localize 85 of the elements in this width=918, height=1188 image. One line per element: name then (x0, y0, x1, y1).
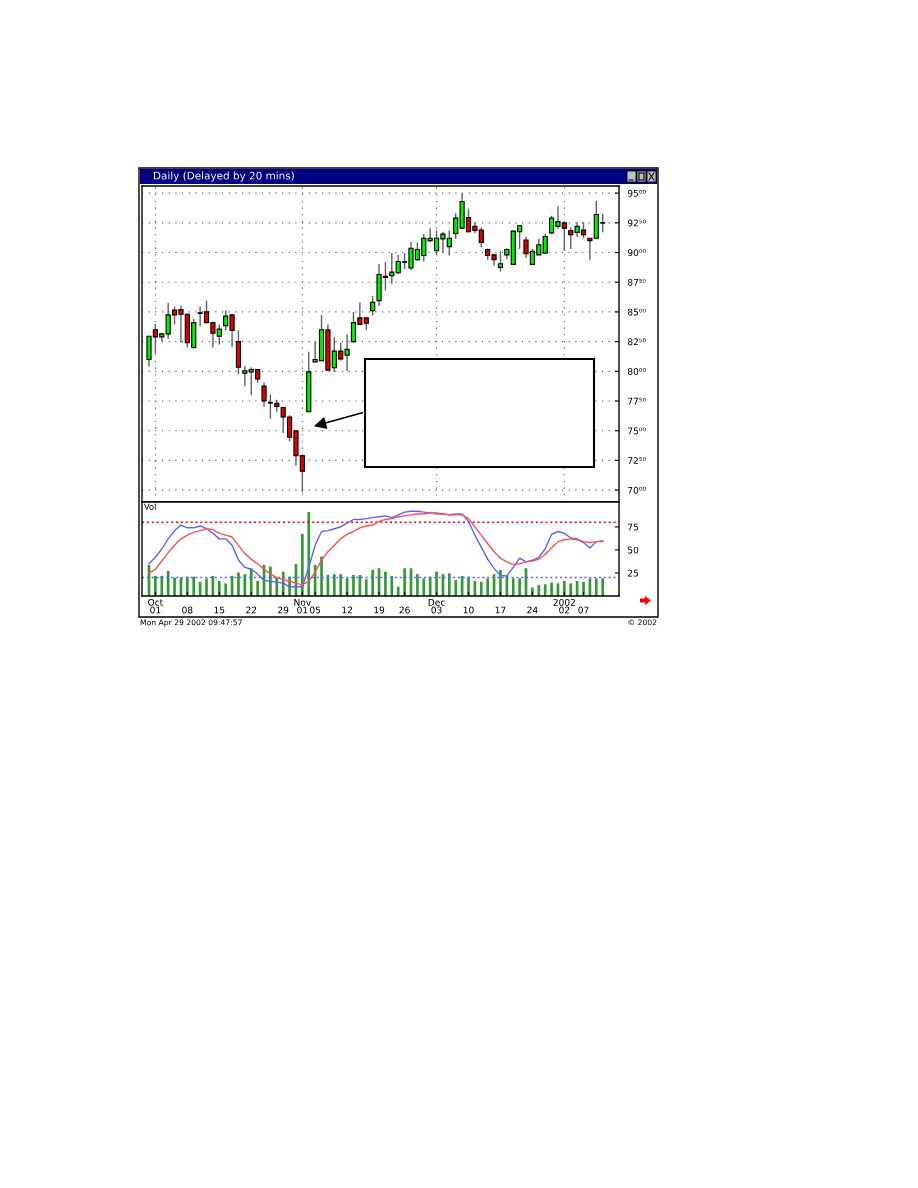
y-tick-label: 75⁰⁰ (628, 427, 646, 435)
bar (217, 580, 221, 596)
bar (594, 578, 598, 596)
candlestick (370, 295, 376, 317)
bar (486, 578, 490, 596)
y-tick-label: 82⁵⁰ (627, 338, 646, 346)
bar (428, 576, 432, 596)
bar (339, 574, 343, 596)
bar (173, 577, 176, 596)
x-tick-label: 2002 (553, 598, 575, 606)
bar (371, 569, 374, 596)
x-tick-label: 05 (309, 606, 321, 614)
x-tick-label: 24 (527, 606, 538, 614)
bar (582, 581, 585, 596)
bar (301, 533, 304, 596)
bar (224, 583, 228, 596)
x-tick-label: 15 (214, 606, 225, 614)
x-tick-label: 29 (278, 606, 289, 614)
bar (275, 577, 279, 596)
bar (601, 578, 605, 596)
x-tick-label: 01 (150, 606, 161, 614)
x-tick-label: 07 (578, 606, 589, 614)
x-tick-label: 03 (431, 606, 442, 614)
y-tick-label: 87⁵⁰ (627, 278, 646, 286)
y-tick-label: 85⁰⁰ (627, 308, 646, 316)
bar (403, 568, 406, 596)
bar (563, 580, 566, 596)
chart-title: Daily (Delayed by 20 mins) (154, 171, 294, 182)
bar (479, 581, 483, 596)
bar (416, 574, 419, 596)
y-tick-label: 72⁵⁰ (628, 457, 646, 464)
candlestick (497, 250, 504, 273)
y-tick-label: 92⁵⁰ (627, 219, 646, 227)
y-tick-label: 75 (628, 523, 639, 531)
candlestick (261, 381, 267, 408)
bar (511, 578, 515, 596)
bar (192, 576, 196, 596)
x-tick-label: 02 (559, 606, 570, 614)
bar (186, 576, 189, 596)
y-tick-label: 90⁰⁰ (627, 249, 646, 257)
y-tick-label: 50 (628, 546, 639, 554)
x-tick-label: 22 (246, 606, 257, 614)
bar (205, 578, 208, 596)
x-tick-label: Nov (294, 599, 311, 606)
bar (499, 569, 502, 596)
bar (166, 570, 170, 596)
bar (543, 584, 547, 596)
bar (569, 583, 573, 596)
y-tick-label: 77⁵⁰ (628, 397, 646, 405)
x-tick-label: Dec (428, 599, 445, 606)
bar (384, 571, 387, 596)
x-tick-label: 26 (399, 606, 410, 614)
bar (550, 582, 553, 596)
bar (435, 571, 438, 596)
y-tick-label: 80⁰⁰ (627, 368, 646, 375)
x-tick-label: Oct (148, 598, 163, 606)
bar (332, 574, 336, 596)
y-tick-label: 95⁰⁰ (627, 189, 646, 197)
bar (160, 575, 164, 596)
x-tick-label: 19 (374, 606, 385, 614)
bar (467, 576, 470, 596)
x-tick-label: 12 (342, 606, 352, 614)
bar (505, 575, 509, 596)
bar (256, 580, 259, 596)
y-tick-label: 25 (627, 569, 639, 577)
bar (447, 573, 451, 596)
bar (396, 586, 400, 596)
x-tick-label: 10 (463, 606, 474, 614)
bar (537, 585, 541, 596)
bar (518, 578, 521, 596)
x-tick-label: 17 (495, 606, 506, 614)
bar (320, 556, 323, 596)
y-tick-label: 70⁰⁰ (628, 486, 646, 494)
x-tick-label: 08 (182, 606, 193, 614)
bar (422, 578, 426, 596)
bar (154, 575, 157, 596)
bar (307, 512, 311, 596)
bar (454, 580, 458, 596)
bar (249, 568, 253, 596)
bar (364, 579, 368, 596)
bar (237, 572, 240, 596)
x-tick-label: 01 (297, 606, 308, 614)
chart-title: Vol (143, 503, 156, 510)
bar (390, 575, 394, 596)
bar (352, 575, 355, 596)
